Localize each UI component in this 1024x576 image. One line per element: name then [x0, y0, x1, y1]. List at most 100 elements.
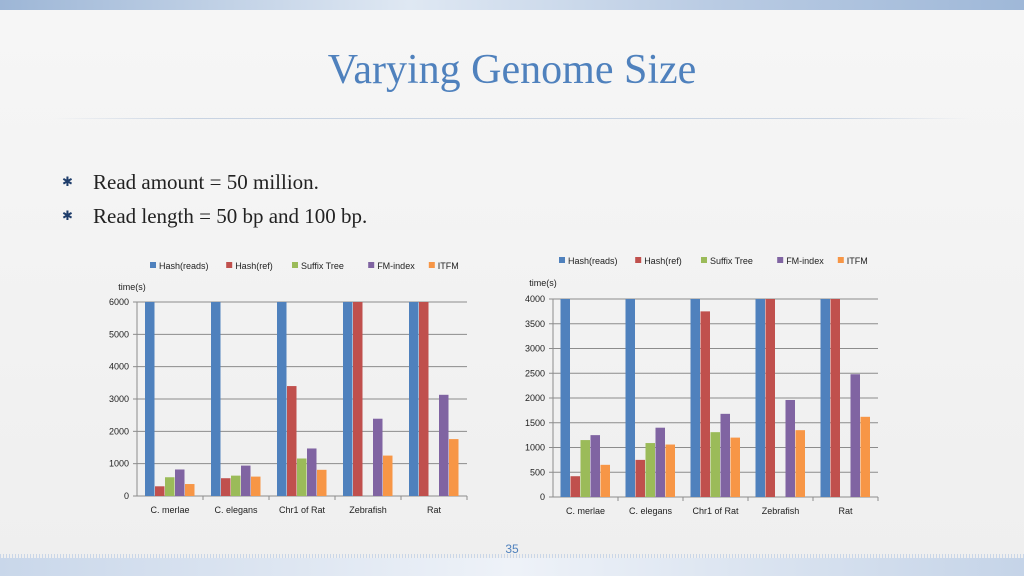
y-tick-label: 3500	[525, 319, 545, 329]
y-tick-label: 6000	[109, 297, 129, 307]
bar	[373, 418, 383, 496]
bar	[343, 302, 353, 496]
y-axis-label: time(s)	[118, 282, 146, 292]
bar	[277, 302, 287, 496]
bar	[765, 299, 775, 497]
bar	[221, 478, 231, 496]
legend-swatch	[292, 262, 298, 268]
bullet-text: Read amount = 50 million.	[93, 170, 319, 194]
legend-swatch	[777, 257, 784, 263]
legend-label: Suffix Tree	[301, 261, 344, 271]
legend-label: FM-index	[377, 261, 415, 271]
bar	[231, 475, 241, 496]
x-tick-label: Zebrafish	[762, 506, 800, 516]
x-tick-label: Zebrafish	[349, 505, 387, 515]
bar	[560, 299, 570, 497]
legend-swatch	[635, 257, 642, 263]
bar	[645, 443, 655, 497]
legend-label: Hash(ref)	[235, 261, 273, 271]
y-tick-label: 1000	[525, 443, 545, 453]
bullet-list: ✱ Read amount = 50 million. ✱ Read lengt…	[62, 168, 662, 236]
bar	[251, 476, 261, 496]
bullet-item: ✱ Read length = 50 bp and 100 bp.	[62, 202, 662, 236]
bar-chart-100bp: Hash(reads) Hash(ref) Suffix Tree FM-index I…	[525, 256, 879, 516]
bar	[710, 432, 720, 497]
legend-swatch	[226, 262, 233, 268]
bar	[155, 486, 165, 496]
legend-swatch	[559, 257, 565, 263]
bar	[755, 299, 765, 497]
asterisk-bullet-icon: ✱	[62, 208, 73, 223]
y-tick-label: 0	[540, 492, 545, 502]
bar	[820, 299, 830, 497]
y-tick-label: 4000	[109, 362, 129, 372]
bar	[419, 302, 429, 496]
bar	[287, 386, 297, 496]
bar	[165, 477, 175, 496]
bar	[665, 444, 675, 497]
y-tick-label: 4000	[525, 294, 545, 304]
bar	[317, 469, 327, 496]
bar	[145, 302, 155, 496]
x-tick-label: Chr1 of Rat	[279, 505, 326, 515]
bar	[700, 311, 710, 497]
bar	[175, 469, 185, 496]
bullet-text: Read length = 50 bp and 100 bp.	[93, 204, 368, 228]
bar	[860, 416, 870, 497]
legend-swatch	[428, 262, 435, 268]
legend-label: Hash(reads)	[568, 256, 618, 266]
title-divider	[52, 118, 972, 119]
bottom-decorative-band	[0, 558, 1024, 576]
bar	[353, 302, 363, 496]
bar	[590, 435, 600, 497]
y-tick-label: 0	[124, 491, 129, 501]
legend-swatch	[837, 257, 844, 263]
y-tick-label: 2000	[525, 393, 545, 403]
bar	[730, 437, 740, 497]
bar	[795, 430, 805, 497]
bar	[830, 299, 840, 497]
bottom-dotted-band	[0, 554, 1024, 558]
x-tick-label: C. merlae	[150, 505, 189, 515]
legend-label: ITFM	[438, 261, 459, 271]
asterisk-bullet-icon: ✱	[62, 174, 73, 189]
bar	[580, 440, 590, 497]
y-tick-label: 3000	[525, 344, 545, 354]
y-tick-label: 5000	[109, 329, 129, 339]
bar	[241, 465, 251, 496]
bar	[785, 399, 795, 497]
y-tick-label: 500	[530, 467, 545, 477]
legend-swatch	[368, 262, 375, 268]
x-tick-label: Rat	[838, 506, 853, 516]
bar	[409, 302, 419, 496]
legend-label: ITFM	[847, 256, 868, 266]
legend-label: Suffix Tree	[710, 256, 753, 266]
x-tick-label: C. elegans	[629, 506, 673, 516]
page-number: 35	[505, 542, 519, 556]
y-tick-label: 2000	[109, 426, 129, 436]
legend-swatch	[701, 257, 707, 263]
bar	[211, 302, 221, 496]
x-tick-label: C. merlae	[566, 506, 605, 516]
legend-label: Hash(ref)	[644, 256, 682, 266]
bar	[570, 476, 580, 497]
bar	[439, 394, 449, 496]
x-tick-label: Rat	[427, 505, 442, 515]
bar	[185, 484, 195, 496]
bullet-item: ✱ Read amount = 50 million.	[62, 168, 662, 202]
bar	[600, 464, 610, 497]
bar	[850, 374, 860, 497]
bar	[625, 299, 635, 497]
bar	[635, 459, 645, 497]
bar	[655, 427, 665, 497]
bar	[383, 455, 393, 496]
bar	[297, 458, 307, 496]
y-tick-label: 1500	[525, 418, 545, 428]
bar	[690, 299, 700, 497]
bar	[720, 413, 730, 497]
x-tick-label: Chr1 of Rat	[692, 506, 739, 516]
bar-chart-50bp: Hash(reads) Hash(ref) Suffix Tree FM-index I…	[109, 261, 468, 515]
y-tick-label: 2500	[525, 368, 545, 378]
legend-label: Hash(reads)	[159, 261, 209, 271]
x-tick-label: C. elegans	[214, 505, 258, 515]
